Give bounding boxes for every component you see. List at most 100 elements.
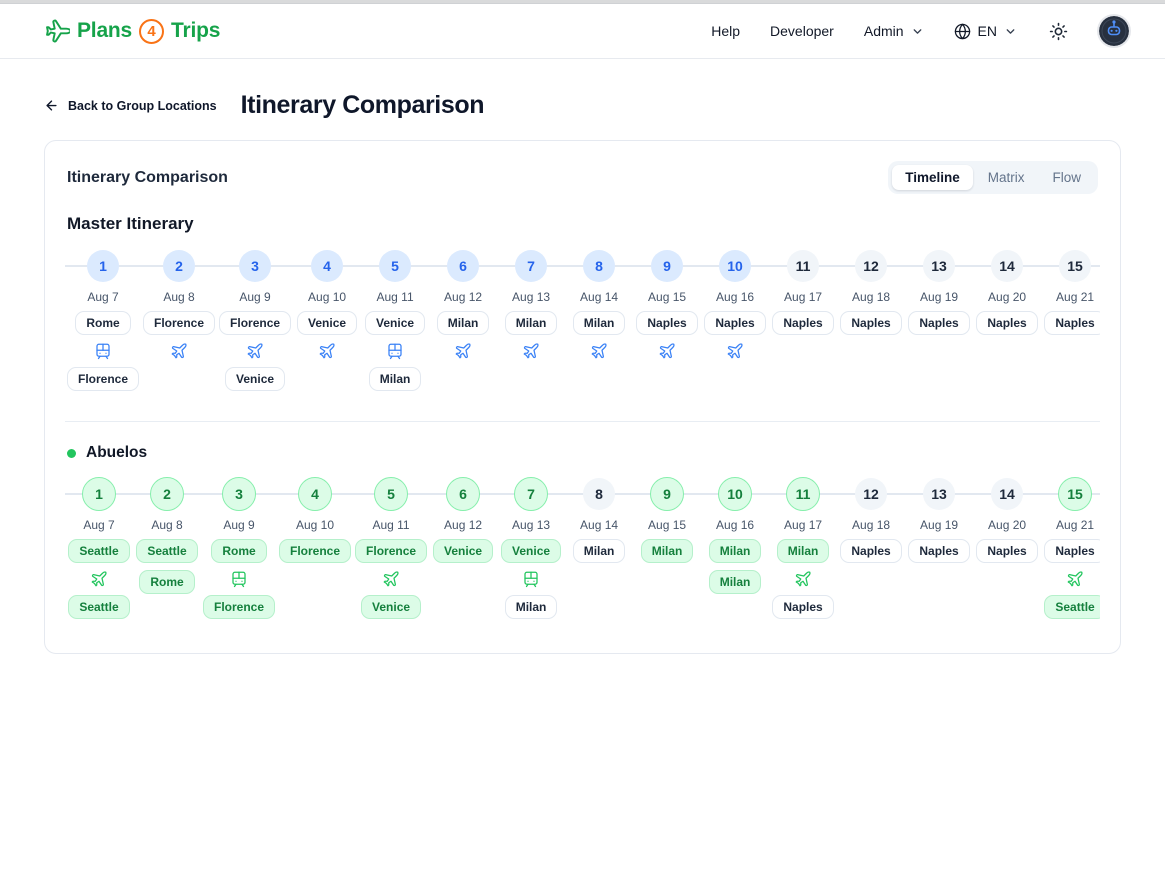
app-logo[interactable]: Plans 4 Trips [44,18,220,44]
day-number-circle: 1 [82,477,116,511]
city-badge: Naples [1044,539,1100,563]
city-badge: Venice [365,311,426,335]
city-badge: Naples [908,311,970,335]
timeline-header-abuelos: Abuelos [65,444,1100,462]
city-badge: Seattle [1044,595,1100,619]
day-circle-wrap: 15 [1058,476,1093,512]
day-date: Aug 12 [444,290,483,304]
day-column-8: 8 Aug 14 Milan [565,476,633,619]
city-badge: Naples [1044,311,1100,335]
day-number-circle: 5 [374,477,409,511]
day-number-circle: 2 [163,250,196,282]
day-circle-wrap: 2 [163,248,196,284]
nav-developer[interactable]: Developer [770,23,834,39]
day-number-circle: 11 [787,250,820,282]
city-badge: Milan [708,570,762,594]
day-date: Aug 13 [512,290,551,304]
day-column-12: 12 Aug 18 Naples [837,476,905,619]
nav-admin-label: Admin [863,23,904,39]
city-badge: Rome [211,539,267,563]
city-badge: Seattle [68,539,130,563]
city-badge: Florence [203,595,276,619]
day-circle-wrap: 5 [379,248,412,284]
day-circle-wrap: 5 [374,476,409,512]
day-date: Aug 15 [648,518,687,532]
nav-admin-menu[interactable]: Admin [864,23,924,39]
day-number-circle: 14 [991,250,1024,282]
city-badge: Naples [704,311,766,335]
city-badge: Milan [572,539,626,563]
day-column-14: 14 Aug 20 Naples [973,248,1041,391]
tab-flow[interactable]: Flow [1039,165,1094,190]
plane-icon [794,570,812,587]
day-date: Aug 12 [444,518,483,532]
user-avatar[interactable] [1099,16,1129,46]
day-number-circle: 3 [222,477,256,511]
day-column-7: 7 Aug 13 Milan [497,248,565,391]
back-to-group-locations-link[interactable]: Back to Group Locations [44,98,217,113]
city-badge: Florence [67,367,140,391]
city-badge: Florence [355,539,428,563]
day-number-circle: 13 [923,250,956,282]
plane-icon [170,342,188,359]
day-number-circle: 11 [786,477,821,511]
day-date: Aug 8 [163,290,195,304]
day-date: Aug 13 [512,518,551,532]
day-number-circle: 3 [239,250,272,282]
app-header: Plans 4 Trips Help Developer Admin EN [0,4,1165,59]
timeline-scroll-row-master-itinerary[interactable]: 1 Aug 7 Rome Florence 2 Aug 8 Florence 3 Aug 9 Fl… [65,246,1100,395]
day-column-9: 9 Aug 15 Naples [633,248,701,391]
train-icon [386,342,404,359]
day-date: Aug 18 [852,290,891,304]
day-circle-wrap: 14 [991,476,1024,512]
day-circle-wrap: 11 [786,476,821,512]
nav-help[interactable]: Help [711,23,741,39]
page-head: Back to Group Locations Itinerary Compar… [0,59,1165,136]
day-circle-wrap: 9 [650,476,685,512]
timeline-section-master-itinerary: Master Itinerary 1 Aug 7 Rome Florence 2 Aug 8… [65,214,1100,395]
city-badge: Naples [772,595,834,619]
day-date: Aug 21 [1056,518,1095,532]
day-column-11: 11 Aug 17 Milan Naples [769,476,837,619]
city-badge: Milan [572,311,626,335]
plane-icon [246,342,264,359]
city-badge: Rome [139,570,195,594]
city-badge: Milan [776,539,830,563]
day-number-circle: 12 [855,250,888,282]
language-code: EN [977,23,997,39]
day-date: Aug 19 [920,518,959,532]
day-circle-wrap: 6 [446,476,481,512]
day-date: Aug 11 [376,290,414,304]
day-date: Aug 20 [988,518,1027,532]
logo-badge-4: 4 [139,18,165,44]
day-circle-wrap: 3 [222,476,256,512]
tab-matrix[interactable]: Matrix [975,165,1038,190]
day-column-4: 4 Aug 10 Florence [277,476,353,619]
language-selector[interactable]: EN [954,23,1017,40]
day-circle-wrap: 2 [150,476,184,512]
day-number-circle: 7 [514,477,549,511]
timeline-scroll-row-abuelos[interactable]: 1 Aug 7 Seattle Seattle 2 Aug 8 Seattle Rome 3 Au… [65,474,1100,623]
city-badge: Naples [636,311,698,335]
day-column-3: 3 Aug 9 Rome Florence [201,476,277,619]
day-number-circle: 2 [150,477,184,511]
city-badge: Milan [504,311,558,335]
timeline-header-master-itinerary: Master Itinerary [65,214,1100,234]
plane-icon [454,342,472,359]
logo-text-trips: Trips [171,19,221,42]
tab-timeline[interactable]: Timeline [892,165,973,190]
day-circle-wrap: 9 [651,248,684,284]
city-badge: Naples [976,539,1038,563]
day-column-14: 14 Aug 20 Naples [973,476,1041,619]
day-column-3: 3 Aug 9 Florence Venice [217,248,293,391]
day-circle-wrap: 12 [855,248,888,284]
day-number-circle: 14 [991,478,1024,510]
day-column-13: 13 Aug 19 Naples [905,248,973,391]
day-number-circle: 10 [719,250,752,282]
view-mode-tabs: Timeline Matrix Flow [888,161,1098,194]
day-date: Aug 10 [308,290,347,304]
day-number-circle: 8 [583,250,616,282]
day-circle-wrap: 4 [298,476,333,512]
chevron-down-icon [913,28,921,34]
theme-toggle-button[interactable] [1047,20,1069,42]
